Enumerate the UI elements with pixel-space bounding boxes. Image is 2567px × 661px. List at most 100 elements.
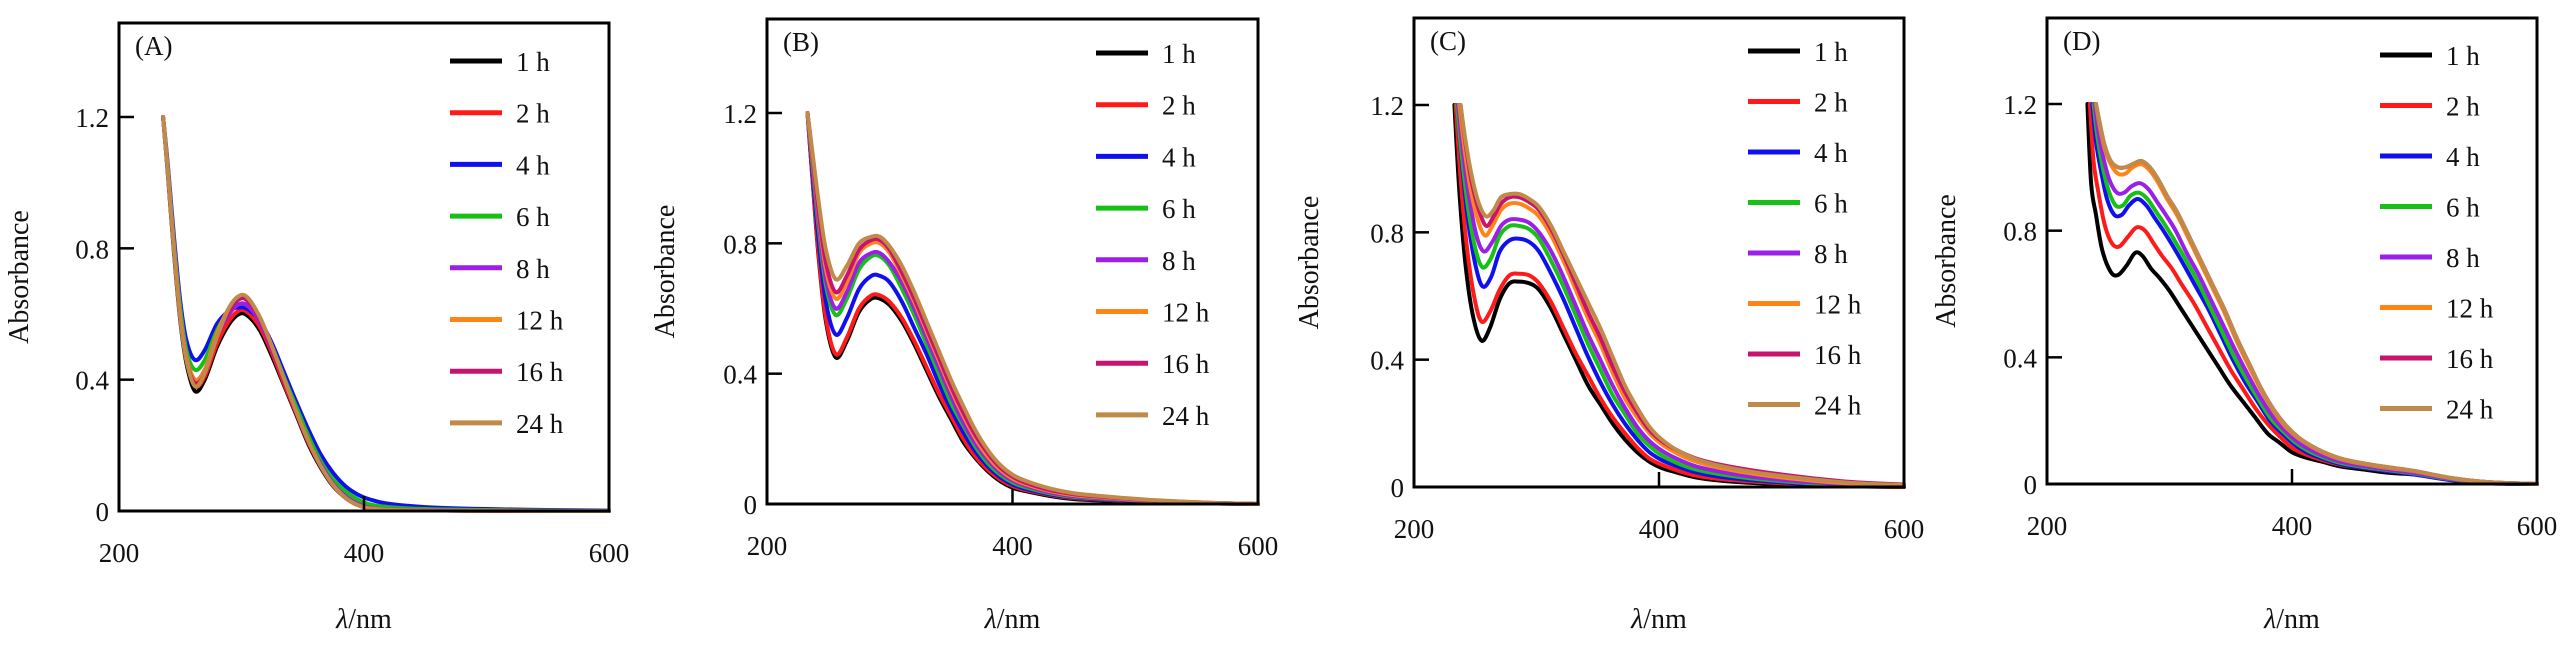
legend-label: 4 h	[2446, 142, 2480, 172]
y-tick-label: 0.8	[1370, 218, 1404, 248]
x-tick-labels: 200 400 600	[99, 538, 630, 568]
y-tick-label: 0.4	[723, 360, 757, 390]
panel-a: (A) 0 0.4 0.8 1.2 200 400 600 Absorbance…	[4, 21, 630, 635]
series-line-6h	[1454, 103, 1906, 489]
panel-label: (B)	[783, 27, 819, 57]
legend: 1 h 2 h 4 h 6 h 8 h 12 h 16 h 24 h	[1748, 37, 1862, 421]
legend-item: 24 h	[450, 409, 564, 439]
curves	[805, 111, 1260, 506]
legend-item: 24 h	[1748, 391, 1862, 421]
x-tick-label: 200	[1394, 514, 1435, 544]
legend-item: 6 h	[1748, 189, 1848, 219]
legend-item: 6 h	[2380, 193, 2480, 223]
x-tick-label: 600	[589, 538, 630, 568]
legend-label: 12 h	[2446, 294, 2494, 324]
legend-label: 4 h	[516, 150, 550, 180]
legend-item: 6 h	[1096, 194, 1196, 224]
y-tick-label: 1.2	[1370, 91, 1404, 121]
y-tick-label: 0.4	[1370, 346, 1404, 376]
x-tick-label: 400	[1639, 514, 1680, 544]
legend-label: 12 h	[1162, 298, 1210, 328]
legend-label: 12 h	[516, 306, 564, 336]
y-axis-title: Absorbance	[1931, 194, 1962, 328]
legend-label: 24 h	[1162, 401, 1210, 431]
legend-label: 16 h	[2446, 344, 2494, 374]
legend-label: 4 h	[1162, 142, 1196, 172]
x-tick-label: 600	[2517, 511, 2558, 541]
y-tick-label: 0	[744, 490, 758, 520]
y-tick-label: 0.8	[2003, 217, 2037, 247]
x-tick-label: 200	[2027, 511, 2068, 541]
legend-item: 8 h	[1096, 246, 1196, 276]
y-tick-labels: 0 0.4 0.8 1.2	[723, 99, 757, 520]
x-tick-label: 600	[1238, 531, 1279, 561]
legend-label: 16 h	[1162, 349, 1210, 379]
legend-item: 12 h	[2380, 294, 2494, 324]
legend-item: 4 h	[2380, 142, 2480, 172]
y-tick-label: 0	[1391, 473, 1405, 503]
curves	[2085, 102, 2539, 486]
legend-item: 12 h	[1096, 298, 1210, 328]
legend-item: 1 h	[450, 47, 550, 77]
legend-label: 24 h	[2446, 395, 2494, 425]
legend-item: 24 h	[2380, 395, 2494, 425]
x-axis-title: λ/nm	[335, 604, 392, 635]
y-tick-labels: 0 0.4 0.8 1.2	[2003, 90, 2037, 500]
legend-item: 6 h	[450, 202, 550, 232]
legend-item: 1 h	[2380, 41, 2480, 71]
axis-ticks	[2047, 102, 2294, 484]
legend-item: 1 h	[1748, 37, 1848, 67]
legend-item: 16 h	[1748, 340, 1862, 370]
legend-label: 6 h	[1814, 189, 1848, 219]
curves	[161, 115, 611, 514]
y-axis-title: Absorbance	[4, 210, 35, 344]
panel-b: (B) 0 0.4 0.8 1.2 200 400 600 Absorbance…	[650, 17, 1279, 635]
legend-label: 8 h	[1814, 239, 1848, 269]
legend-item: 16 h	[2380, 344, 2494, 374]
legend: 1 h 2 h 4 h 6 h 8 h 12 h 16 h 24 h	[2380, 41, 2494, 425]
y-tick-labels: 0 0.4 0.8 1.2	[1370, 91, 1404, 503]
legend-item: 2 h	[1096, 91, 1196, 121]
legend-label: 24 h	[516, 409, 564, 439]
x-axis-unit: /nm	[2276, 604, 2320, 635]
x-tick-labels: 200 400 600	[747, 531, 1279, 561]
legend-item: 2 h	[1748, 88, 1848, 118]
x-axis-symbol: λ	[984, 604, 997, 635]
x-axis-symbol: λ	[335, 604, 348, 635]
legend-label: 2 h	[1814, 88, 1848, 118]
legend-item: 4 h	[1096, 142, 1196, 172]
legend-item: 8 h	[2380, 243, 2480, 273]
legend-label: 6 h	[1162, 194, 1196, 224]
legend-item: 24 h	[1096, 401, 1210, 431]
x-axis-title: λ/nm	[2263, 604, 2320, 635]
legend-label: 2 h	[2446, 92, 2480, 122]
series-line-2h	[1453, 103, 1906, 489]
series-line-12h	[1457, 103, 1906, 488]
legend-label: 1 h	[1162, 39, 1196, 69]
y-tick-label: 0.8	[723, 229, 757, 259]
x-axis-unit: /nm	[348, 604, 392, 635]
y-tick-label: 0	[2024, 470, 2038, 500]
x-axis-unit: /nm	[997, 604, 1041, 635]
axis-ticks	[767, 111, 1014, 504]
x-axis-title: λ/nm	[984, 604, 1041, 635]
legend-label: 8 h	[2446, 243, 2480, 273]
y-axis-title: Absorbance	[650, 205, 681, 339]
legend-item: 16 h	[1096, 349, 1210, 379]
panel-d: (D) 0 0.4 0.8 1.2 200 400 600 Absorbance…	[1931, 16, 2558, 635]
series-line-4h	[1454, 103, 1906, 489]
x-tick-labels: 200 400 600	[2027, 511, 2558, 541]
panel-label: (C)	[1430, 26, 1466, 56]
x-axis-title: λ/nm	[1630, 604, 1687, 635]
x-axis-symbol: λ	[2263, 604, 2276, 635]
x-tick-label: 600	[1884, 514, 1925, 544]
series-line-24h	[1458, 103, 1906, 488]
legend: 1 h 2 h 4 h 6 h 8 h 12 h 16 h 24 h	[1096, 39, 1210, 431]
legend-label: 1 h	[516, 47, 550, 77]
x-tick-label: 400	[992, 531, 1033, 561]
series-line-8h	[1456, 103, 1906, 489]
series-line-24h	[805, 111, 1260, 506]
legend-label: 16 h	[516, 357, 564, 387]
x-tick-label: 200	[99, 538, 140, 568]
legend-item: 2 h	[2380, 92, 2480, 122]
